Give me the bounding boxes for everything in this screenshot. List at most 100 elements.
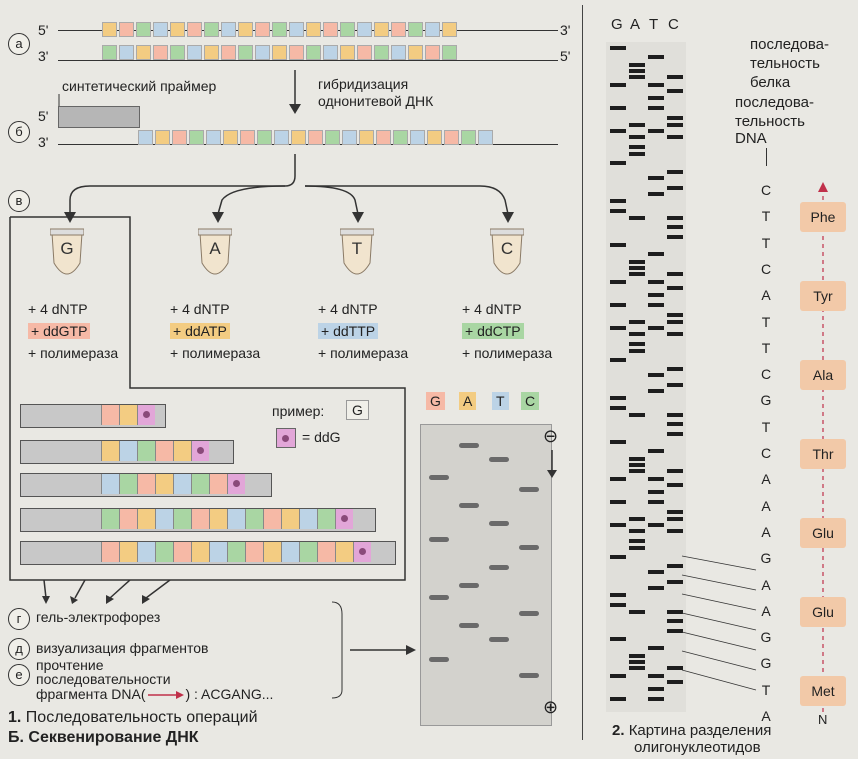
seq-gel-band [648,500,664,504]
nucleotide-cell [340,22,355,37]
nucleotide-cell [238,45,253,60]
fragment-nucleotide [209,509,227,529]
dna-letter: T [761,313,771,330]
dna-letter: A [761,287,771,304]
strand-b-3-end: 3' [38,134,49,150]
fragment-nucleotide [227,542,245,562]
amino-acid-glu: Glu [800,518,846,548]
strand-bottom-5-end: 5' [560,48,571,64]
seq-gel-band [667,610,683,614]
primer-segment [21,405,101,425]
dna-label-2: тельность [735,113,805,130]
seq-gel-band [610,500,626,504]
amino-acid-met: Met [800,676,846,706]
nucleotide-cell [289,22,304,37]
seq-gel-band [629,539,645,543]
nucleotide-cell [410,130,425,145]
tube-icon [339,228,375,275]
nucleotide-cell [187,45,202,60]
dna-letter: C [760,260,772,277]
dna-letter: A [761,471,771,488]
dntp-line: + 4 dNTP [170,301,230,317]
dna-letter: A [761,602,771,619]
gel-band [459,443,479,448]
reagent-list-g: + 4 dNTP + ddGTP + полимераза [28,298,118,364]
seq-gel-band [629,75,645,79]
seq-gel-band [629,69,645,73]
seq-gel-band [667,422,683,426]
step-e-line3: фрагмента DNA() : ACGANG... [36,686,274,702]
dna-bottom-strand-cells [102,45,459,60]
seq-gel-band [667,75,683,79]
dna-letter: C [760,445,772,461]
seq-gel-band [648,106,664,110]
seq-gel-band [610,280,626,284]
primer-segment [21,509,101,529]
tube-icon [489,228,525,275]
seq-gel-band [629,529,645,533]
step-e-line2: последовательности [36,671,171,687]
seq-gel-band [667,629,683,633]
nucleotide-cell [204,22,219,37]
nucleotide-cell [306,22,321,37]
seq-gel-band [610,593,626,597]
nucleotide-cell [136,45,151,60]
nucleotide-cell [255,22,270,37]
tube-icon [49,228,85,275]
seq-gel-band [667,580,683,584]
seq-gel-band [648,449,664,453]
primer-segment [21,542,101,562]
seq-gel-band [648,303,664,307]
seq-gel-band [610,46,626,50]
nucleotide-cell [391,22,406,37]
example-label: пример: [272,403,325,419]
reaction-tube-t: T [339,227,375,279]
tube-icon [197,228,233,275]
fragment-5 [20,541,396,565]
seq-gel-band [629,216,645,220]
band-to-letter-lines [681,555,757,691]
seq-gel-band [648,586,664,590]
seq-gel-band [667,680,683,684]
gel-band [459,583,479,588]
seq-gel-band [667,135,683,139]
dna-letter: C [760,182,772,198]
nucleotide-cell [289,45,304,60]
ddg-label: = ddG [302,429,341,445]
seq-gel-band [648,96,664,100]
gel-band [519,487,539,492]
gel-band [489,637,509,642]
fragment-nucleotide [191,474,209,494]
nucleotide-cell [255,45,270,60]
step-e-marker: е [8,664,30,686]
seq-gel-band [667,186,683,190]
fragment-nucleotide [101,509,119,529]
seq-gel-band [667,116,683,120]
nucleotide-cell [374,22,389,37]
ddg-terminator [191,441,209,461]
fragment-nucleotide [137,441,155,461]
gel-lane-label-c: C [521,392,540,410]
fragment-nucleotide [263,542,281,562]
nucleotide-cell [359,130,374,145]
seq-gel-band [648,129,664,133]
seq-gel-band [629,332,645,336]
seq-gel-band [667,469,683,473]
seq-gel-band [629,610,645,614]
amino-acid-glu: Glu [800,597,846,627]
nucleotide-cell [393,130,408,145]
seq-gel-band [648,570,664,574]
fragment-nucleotide [317,542,335,562]
hybridization-arrow [289,70,301,114]
fragment-nucleotide [245,509,263,529]
seq-gel-band [610,106,626,110]
caption-b: Б. Секвенирование ДНК [8,729,199,746]
seq-gel-band [648,55,664,59]
seq-gel-band [610,674,626,678]
nucleotide-cell [221,45,236,60]
step-d-marker: д [8,638,30,660]
fragment-nucleotide [191,542,209,562]
nucleotide-cell [442,22,457,37]
fragment-nucleotide [209,474,227,494]
seq-gel-band [648,252,664,256]
